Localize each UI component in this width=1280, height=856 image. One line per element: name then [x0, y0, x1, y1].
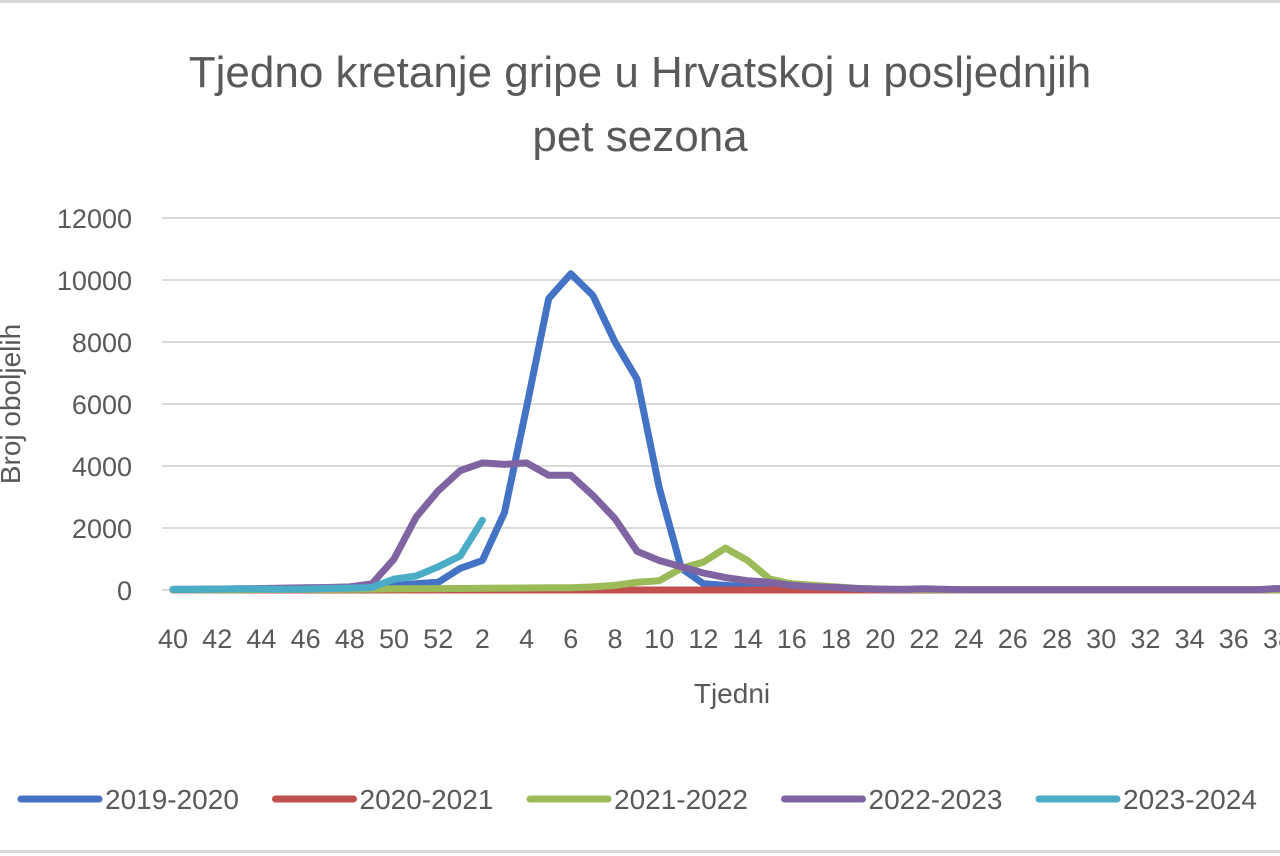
- x-tick-label: 26: [998, 624, 1028, 654]
- x-tick-label: 2: [475, 624, 490, 654]
- y-tick-label: 4000: [72, 452, 132, 482]
- x-tick-label: 10: [644, 624, 674, 654]
- chart-title-line-1: Tjedno kretanje gripe u Hrvatskoj u posl…: [189, 48, 1092, 97]
- legend-label: 2023-2024: [1123, 784, 1257, 815]
- y-tick-label: 6000: [72, 390, 132, 420]
- x-tick-label: 42: [202, 624, 232, 654]
- x-tick-label: 48: [335, 624, 365, 654]
- x-tick-label: 14: [733, 624, 763, 654]
- x-tick-label: 20: [865, 624, 895, 654]
- x-tick-label: 38: [1263, 624, 1280, 654]
- x-tick-label: 52: [423, 624, 453, 654]
- series-line-2019-2020: [169, 270, 1280, 594]
- x-tick-label: 8: [607, 624, 622, 654]
- legend-label: 2019-2020: [105, 784, 239, 815]
- y-tick-label: 10000: [57, 266, 132, 296]
- x-axis-ticks: 40 42 44 46 48 50 52 2 4 6 8 10 12 14 16 18 20 22 24 26 28 30…: [158, 624, 1280, 654]
- line-chart: Tjedno kretanje gripe u Hrvatskoj u posl…: [0, 48, 1280, 815]
- series-line-2023-2024: [169, 516, 486, 593]
- x-tick-label: 22: [909, 624, 939, 654]
- y-tick-label: 2000: [72, 514, 132, 544]
- x-tick-label: 50: [379, 624, 409, 654]
- x-tick-label: 40: [158, 624, 188, 654]
- y-tick-label: 8000: [72, 328, 132, 358]
- series-line-2022-2023: [169, 459, 1280, 594]
- x-tick-label: 32: [1130, 624, 1160, 654]
- legend: 2019-2020 2020-2021 2021-2022 2022-2023 2023…: [17, 784, 1257, 815]
- x-tick-label: 16: [777, 624, 807, 654]
- x-tick-label: 44: [246, 624, 276, 654]
- x-tick-label: 34: [1175, 624, 1205, 654]
- x-tick-label: 12: [688, 624, 718, 654]
- legend-label: 2020-2021: [360, 784, 494, 815]
- legend-item-2021-2022: 2021-2022: [526, 784, 748, 815]
- x-axis-title: Tjedni: [694, 678, 770, 709]
- x-tick-label: 36: [1219, 624, 1249, 654]
- x-tick-label: 24: [954, 624, 984, 654]
- legend-item-2022-2023: 2022-2023: [781, 784, 1003, 815]
- x-tick-label: 18: [821, 624, 851, 654]
- gridlines: [162, 217, 1280, 591]
- x-tick-label: 28: [1042, 624, 1072, 654]
- legend-item-2019-2020: 2019-2020: [17, 784, 239, 815]
- y-axis-title: Broj oboljelih: [0, 324, 26, 484]
- legend-label: 2022-2023: [869, 784, 1003, 815]
- legend-item-2020-2021: 2020-2021: [272, 784, 494, 815]
- x-tick-label: 30: [1086, 624, 1116, 654]
- series-lines: [169, 270, 1280, 594]
- y-axis-ticks: 0 2000 4000 6000 8000 10000 12000: [57, 204, 132, 606]
- chart-title-line-2: pet sezona: [532, 112, 748, 161]
- x-tick-label: 46: [291, 624, 321, 654]
- x-tick-label: 4: [519, 624, 534, 654]
- legend-label: 2021-2022: [614, 784, 748, 815]
- legend-item-2023-2024: 2023-2024: [1035, 784, 1257, 815]
- y-tick-label: 0: [117, 576, 132, 606]
- y-tick-label: 12000: [57, 204, 132, 234]
- x-tick-label: 6: [563, 624, 578, 654]
